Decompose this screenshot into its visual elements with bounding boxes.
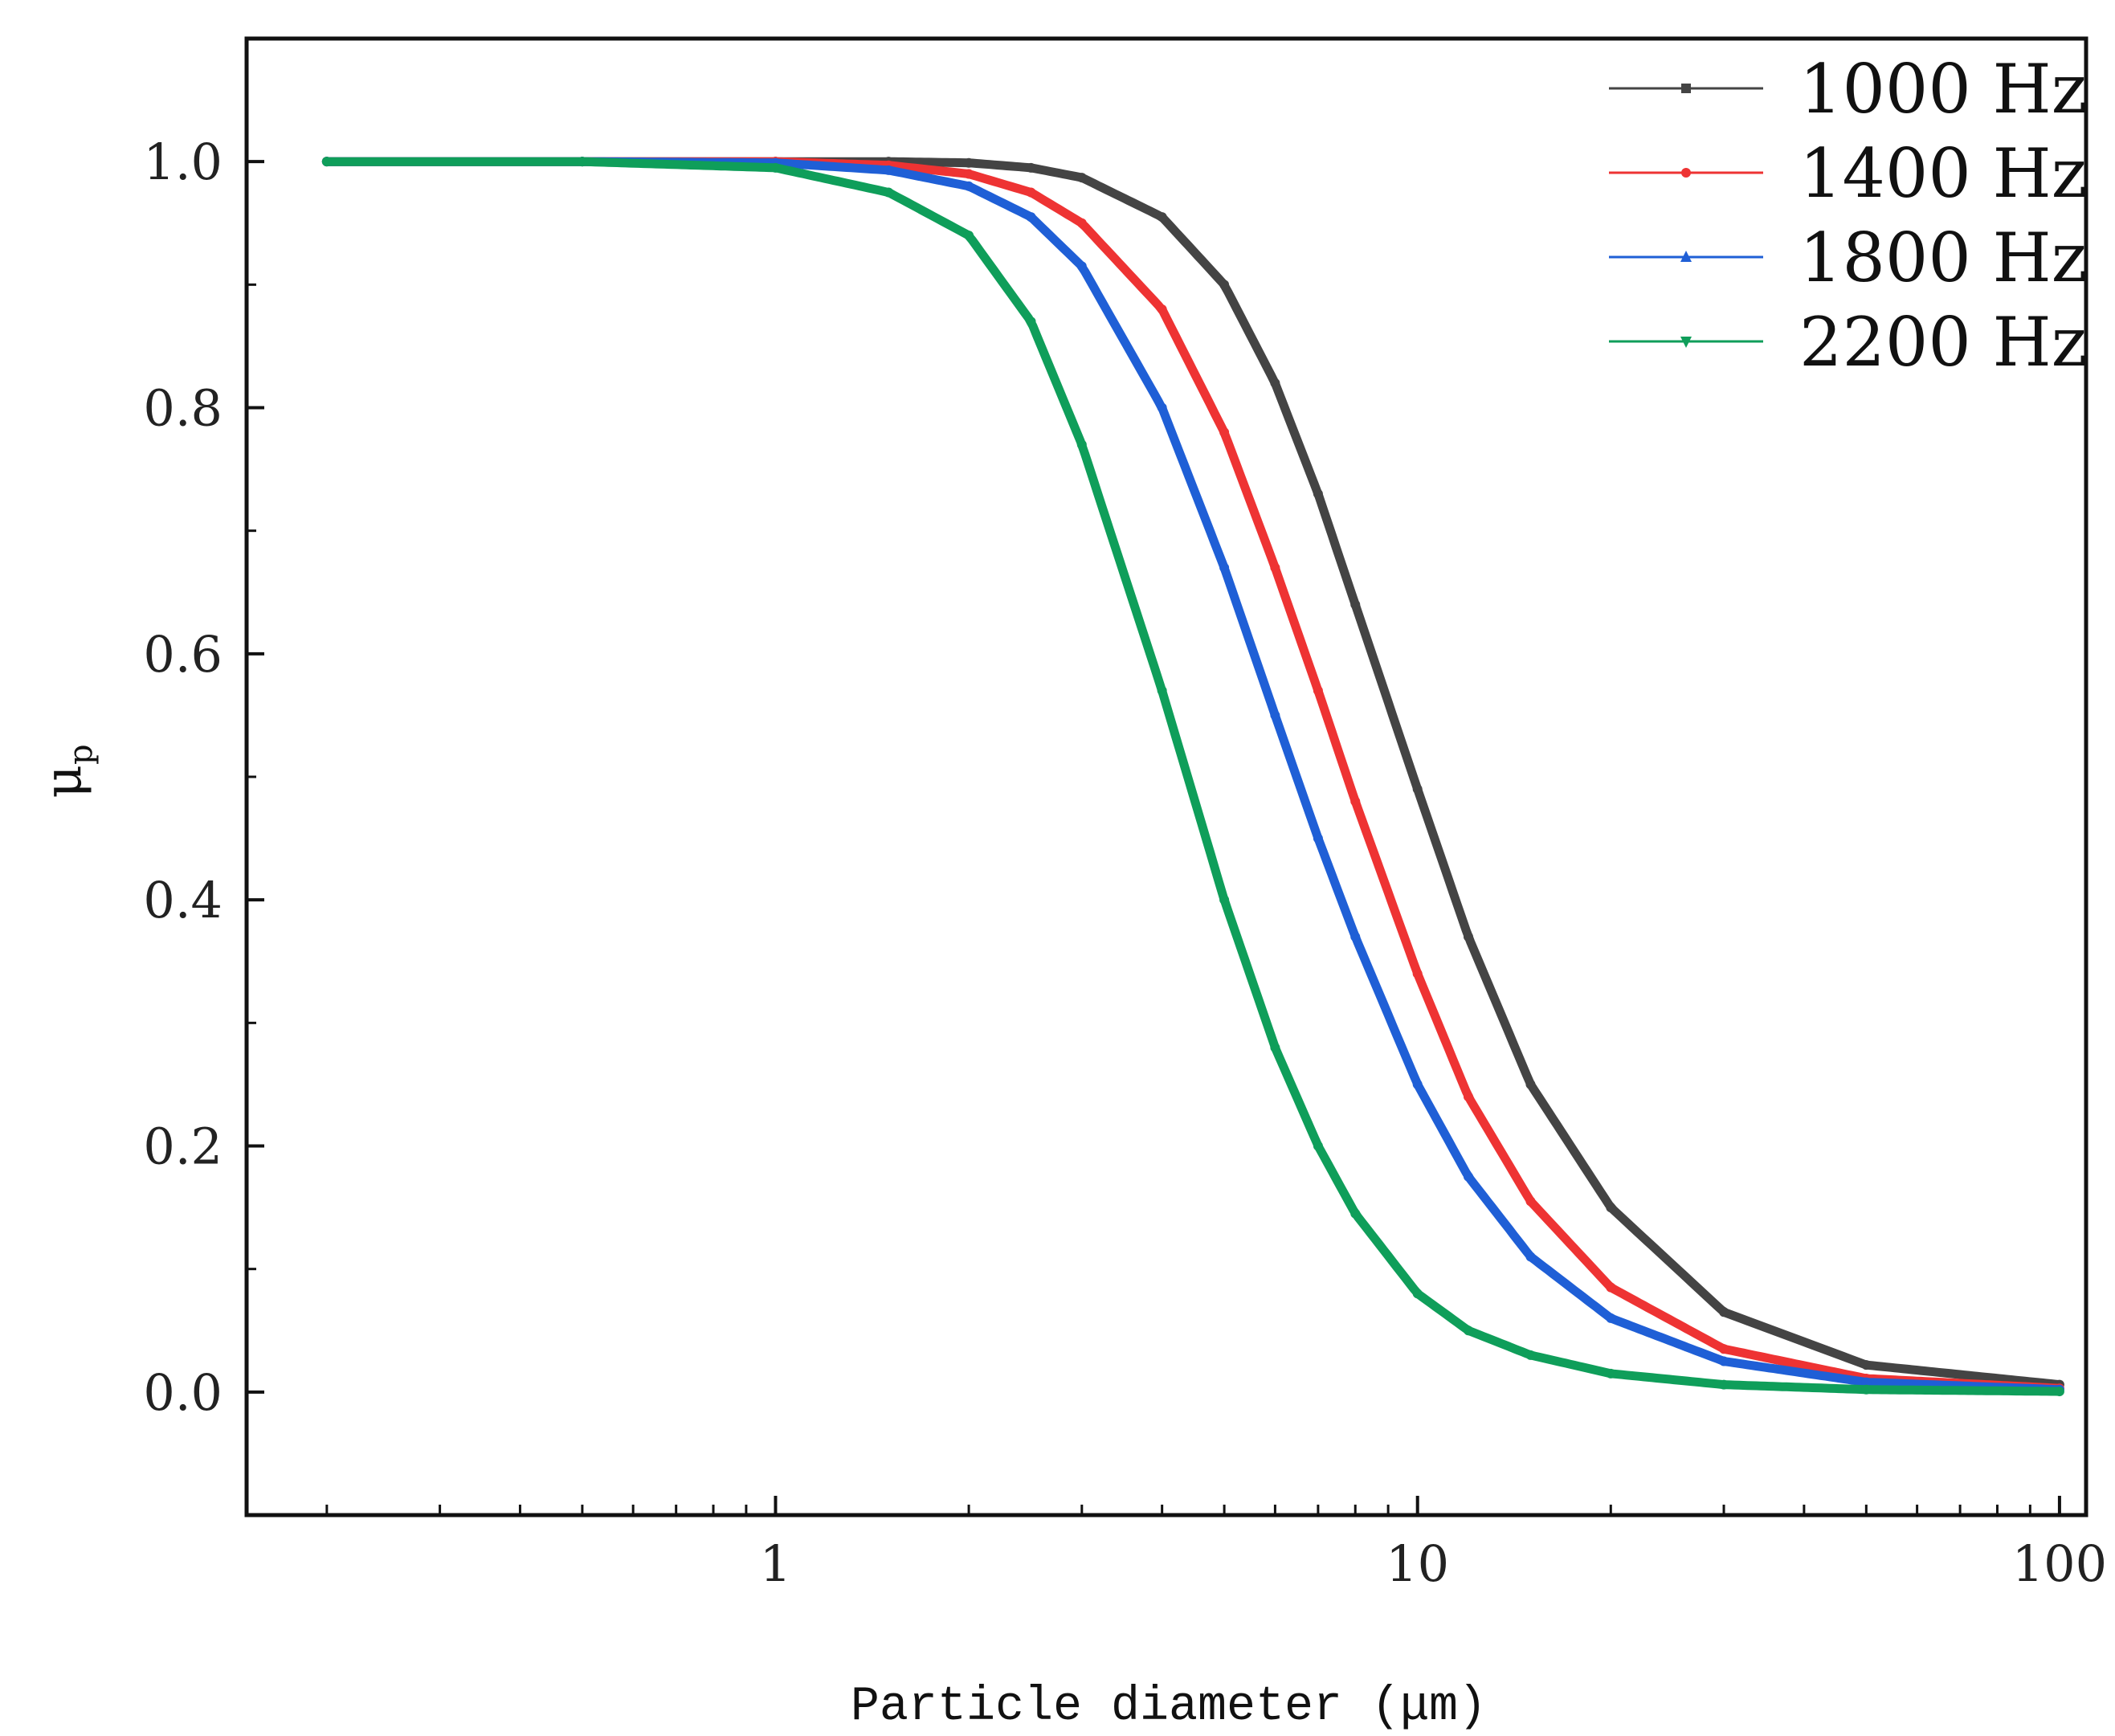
data-point: [1463, 1325, 1473, 1336]
data-point: [1219, 280, 1230, 290]
data-point: [1313, 488, 1323, 499]
data-point: [964, 169, 974, 179]
data-point: [1270, 710, 1280, 721]
data-point: [1157, 212, 1167, 223]
y-axis-title: μp: [34, 744, 100, 798]
y-axis-title-sub: p: [63, 744, 100, 765]
data-point: [770, 162, 781, 173]
legend-item-0: 1000 Hz: [1609, 50, 2087, 129]
data-point: [1076, 173, 1087, 183]
data-point: [964, 157, 974, 168]
x-axis-title: Particle diameter (μm): [851, 1680, 1487, 1734]
data-point: [1412, 1289, 1423, 1299]
legend-marker-square: [1681, 84, 1691, 93]
legend-label: 2200 Hz: [1799, 303, 2087, 382]
data-point: [1076, 218, 1087, 228]
data-point: [1606, 1203, 1616, 1213]
x-tick-label: 100: [2012, 1534, 2107, 1593]
legend-label: 1000 Hz: [1799, 50, 2087, 129]
data-point: [1861, 1377, 1872, 1387]
data-point: [1350, 599, 1361, 610]
y-tick-label: 0.2: [143, 1117, 223, 1176]
data-point: [1270, 1042, 1280, 1052]
legend-label: 1800 Hz: [1799, 219, 2087, 297]
y-axis-ticks: 0.0 0.2 0.4 0.6 0.8 1.0: [143, 133, 264, 1422]
data-point: [884, 187, 894, 198]
data-point: [1026, 187, 1036, 198]
legend-item-1: 1400 Hz: [1609, 134, 2087, 213]
data-point: [1270, 562, 1280, 573]
data-point: [1157, 685, 1167, 696]
data-point: [1219, 562, 1230, 573]
svg-text:μp: μp: [34, 744, 100, 798]
legend-label: 1400 Hz: [1799, 134, 2087, 213]
data-point: [1606, 1368, 1616, 1379]
data-point: [2054, 1387, 2064, 1397]
data-point: [1525, 1350, 1536, 1360]
data-point: [1463, 932, 1473, 942]
data-point: [1606, 1282, 1616, 1293]
data-point: [1463, 1092, 1473, 1102]
data-point: [1525, 1252, 1536, 1262]
data-point: [964, 181, 974, 191]
y-axis-title-main: μ: [34, 765, 93, 799]
data-point: [1412, 784, 1423, 794]
data-point: [1157, 402, 1167, 413]
y-tick-label: 0.6: [143, 625, 223, 684]
series-line: [322, 157, 2064, 1396]
legend-marker-circle: [1681, 168, 1691, 178]
data-point: [1412, 1079, 1423, 1089]
data-point: [1219, 427, 1230, 438]
data-point: [1719, 1344, 1729, 1354]
data-point: [1861, 1384, 1872, 1395]
data-point: [1026, 317, 1036, 327]
data-point: [1719, 1356, 1729, 1366]
y-tick-label: 0.0: [143, 1363, 223, 1422]
data-point: [1606, 1313, 1616, 1323]
legend-item-2: 1800 Hz: [1609, 219, 2087, 297]
x-axis-ticks: 1 10 100: [325, 1496, 2107, 1593]
data-point: [1313, 1141, 1323, 1151]
series-3: [321, 157, 2064, 1397]
data-point: [1719, 1379, 1729, 1390]
y-tick-label: 0.4: [143, 871, 223, 929]
data-point: [1076, 439, 1087, 450]
x-tick-label: 10: [1386, 1534, 1449, 1593]
data-point: [1313, 685, 1323, 696]
data-point: [964, 231, 974, 241]
data-point: [1412, 969, 1423, 979]
data-point: [1525, 1196, 1536, 1207]
data-point: [1157, 304, 1167, 314]
data-point: [1350, 796, 1361, 807]
data-point: [884, 165, 894, 175]
data-point: [321, 157, 332, 167]
data-point: [1026, 212, 1036, 223]
data-point: [1463, 1171, 1473, 1182]
data-point: [1313, 833, 1323, 843]
data-point: [1026, 162, 1036, 173]
data-point: [1219, 895, 1230, 905]
data-point: [1350, 932, 1361, 942]
y-tick-label: 0.8: [143, 379, 223, 438]
data-point: [1350, 1208, 1361, 1219]
legend-marker-triangle-down: [1680, 337, 1692, 348]
data-point: [577, 157, 587, 167]
data-point: [1861, 1360, 1872, 1370]
legend-marker-triangle: [1680, 251, 1692, 262]
data-point: [1270, 378, 1280, 388]
data-point: [1525, 1079, 1536, 1089]
series-layer: [321, 157, 2064, 1397]
y-tick-label: 1.0: [143, 133, 223, 191]
legend-item-3: 2200 Hz: [1609, 303, 2087, 382]
x-tick-label: 1: [760, 1534, 791, 1593]
data-point: [1076, 261, 1087, 272]
data-point: [1719, 1307, 1729, 1317]
